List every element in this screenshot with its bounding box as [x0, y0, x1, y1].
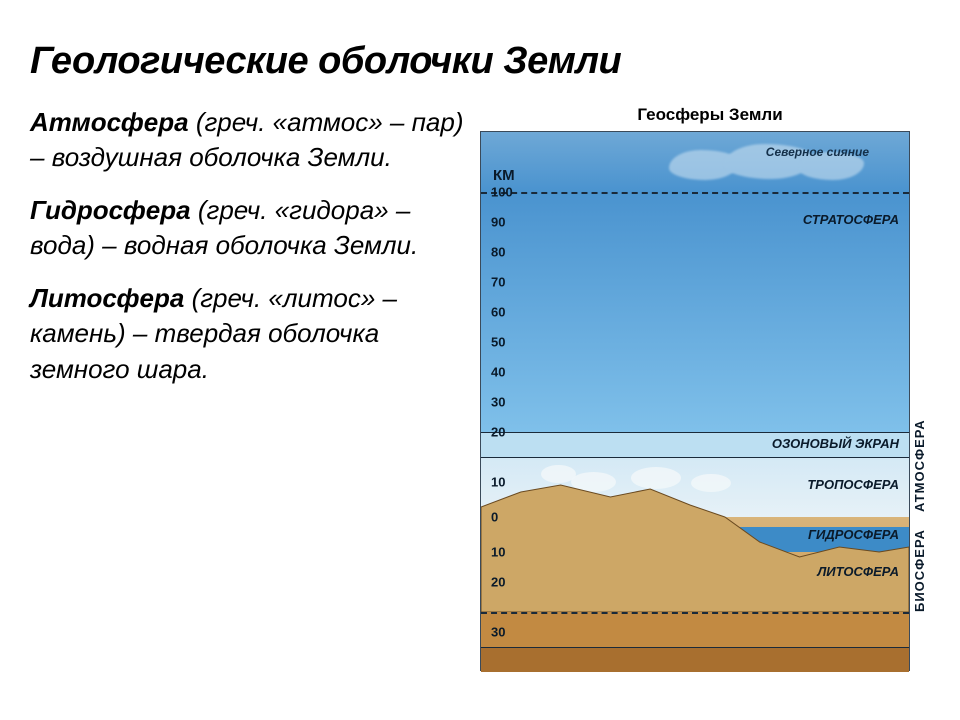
layer-label: ТРОПОСФЕРА [807, 477, 899, 492]
page-title: Геологические оболочки Земли [30, 40, 940, 83]
layer-label: ОЗОНОВЫЙ ЭКРАН [772, 436, 899, 451]
axis-tick: 10 [491, 545, 505, 560]
def-lithosphere: Литосфера (греч. «литос» – камень) – тве… [30, 281, 470, 386]
axis-tick: 20 [491, 425, 505, 440]
axis-tick: 80 [491, 245, 505, 260]
geosphere-diagram: Северное сияние КМ [480, 131, 910, 671]
term: Литосфера [30, 283, 184, 313]
separator-line [481, 647, 909, 648]
axis-tick: 10 [491, 475, 505, 490]
axis-tick: 0 [491, 510, 498, 525]
axis-tick: 30 [491, 625, 505, 640]
layer-stratosphere [481, 192, 909, 432]
separator-line [481, 192, 909, 194]
axis-tick: 40 [491, 365, 505, 380]
layer-deep-2 [481, 647, 909, 672]
term: Атмосфера [30, 107, 189, 137]
layer-deep-1 [481, 612, 909, 647]
axis-tick: 50 [491, 335, 505, 350]
axis-tick: 60 [491, 305, 505, 320]
layer-label: ГИДРОСФЕРА [808, 527, 899, 542]
axis: 1009080706050403020100102030 [491, 132, 541, 670]
body: водная оболочка Земли. [124, 230, 418, 260]
axis-tick: 30 [491, 395, 505, 410]
body: воздушная оболочка Земли. [52, 142, 392, 172]
vertical-label: БИОСФЕРА [912, 480, 927, 612]
vertical-label: АТМОСФЕРА [912, 242, 927, 512]
separator-line [481, 612, 909, 614]
aurora-label: Северное сияние [766, 146, 869, 159]
diagram-title: Геосферы Земли [480, 105, 940, 125]
def-atmosphere: Атмосфера (греч. «атмос» – пар) – воздуш… [30, 105, 470, 175]
layer-label: СТРАТОСФЕРА [803, 212, 899, 227]
separator-line [481, 457, 909, 458]
axis-tick: 90 [491, 215, 505, 230]
layer-label: ЛИТОСФЕРА [817, 564, 899, 579]
def-hydrosphere: Гидросфера (греч. «гидора» – вода) – вод… [30, 193, 470, 263]
axis-tick: 70 [491, 275, 505, 290]
term: Гидросфера [30, 195, 191, 225]
axis-tick: 100 [491, 185, 513, 200]
definitions: Атмосфера (греч. «атмос» – пар) – воздуш… [30, 105, 470, 671]
separator-line [481, 432, 909, 433]
axis-tick: 20 [491, 575, 505, 590]
